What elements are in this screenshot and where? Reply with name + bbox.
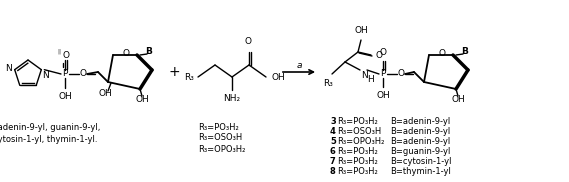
Text: O: O <box>439 48 446 58</box>
Text: P: P <box>380 70 386 78</box>
Text: P: P <box>63 70 68 78</box>
Text: R₃=OPO₃H₂: R₃=OPO₃H₂ <box>337 137 385 147</box>
Text: OH: OH <box>98 90 112 98</box>
Text: OH: OH <box>272 72 286 82</box>
Text: R₃: R₃ <box>323 79 333 88</box>
Text: B: B <box>461 48 468 56</box>
Text: R₃=OPO₃H₂: R₃=OPO₃H₂ <box>198 145 245 153</box>
Text: R₃=PO₃H₂: R₃=PO₃H₂ <box>198 122 239 132</box>
Text: R₃=PO₃H₂: R₃=PO₃H₂ <box>337 118 378 126</box>
Text: O: O <box>380 48 386 57</box>
Text: O: O <box>245 37 251 46</box>
Text: B=cytosin-1-yl: B=cytosin-1-yl <box>390 157 451 167</box>
Text: R₃=PO₃H₂: R₃=PO₃H₂ <box>337 157 378 167</box>
Text: H: H <box>367 75 374 84</box>
Text: 4: 4 <box>330 128 336 136</box>
Text: OH: OH <box>376 91 390 100</box>
Text: 7: 7 <box>330 157 336 167</box>
Text: 3: 3 <box>330 118 336 126</box>
Text: ||: || <box>57 48 61 54</box>
Text: B=thymin-1-yl: B=thymin-1-yl <box>390 167 451 177</box>
Text: O: O <box>80 70 86 78</box>
Text: O: O <box>398 70 405 78</box>
Text: cytosin-1-yl, thymin-1-yl.: cytosin-1-yl, thymin-1-yl. <box>0 134 97 143</box>
Text: B=guanin-9-yl: B=guanin-9-yl <box>390 147 451 157</box>
Text: O: O <box>376 50 383 60</box>
Text: +: + <box>168 65 180 79</box>
Text: B=adenin-9-yl: B=adenin-9-yl <box>390 137 450 147</box>
Text: OH: OH <box>58 92 72 101</box>
Text: B=adenin-9-yl: B=adenin-9-yl <box>390 118 450 126</box>
Text: B=adenin-9-yl: B=adenin-9-yl <box>390 128 450 136</box>
Text: R₃=PO₃H₂: R₃=PO₃H₂ <box>337 147 378 157</box>
Text: B: B <box>146 48 152 56</box>
Text: OH: OH <box>451 94 465 104</box>
Text: O: O <box>63 52 69 60</box>
Text: N: N <box>42 71 49 80</box>
Text: OH: OH <box>354 26 368 35</box>
Text: a: a <box>296 62 302 70</box>
Text: B:adenin-9-yl, guanin-9-yl,: B:adenin-9-yl, guanin-9-yl, <box>0 124 101 132</box>
Text: N: N <box>361 71 368 80</box>
Text: 8: 8 <box>330 167 336 177</box>
Text: R₃=PO₃H₂: R₃=PO₃H₂ <box>337 167 378 177</box>
Text: OH: OH <box>135 94 149 104</box>
Text: 5: 5 <box>330 137 336 147</box>
Text: N: N <box>5 64 12 73</box>
Text: O: O <box>122 48 130 58</box>
Text: R₃=OSO₃H: R₃=OSO₃H <box>198 134 242 143</box>
Text: 6: 6 <box>330 147 336 157</box>
Text: NH₂: NH₂ <box>224 94 241 103</box>
Text: R₃=OSO₃H: R₃=OSO₃H <box>337 128 381 136</box>
Text: R₃: R₃ <box>184 72 194 82</box>
